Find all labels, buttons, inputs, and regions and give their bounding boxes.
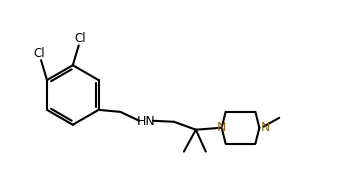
Text: N: N <box>260 121 270 134</box>
Text: Cl: Cl <box>33 47 45 60</box>
Text: Cl: Cl <box>74 32 86 45</box>
Text: HN: HN <box>137 115 155 128</box>
Text: N: N <box>217 121 226 134</box>
